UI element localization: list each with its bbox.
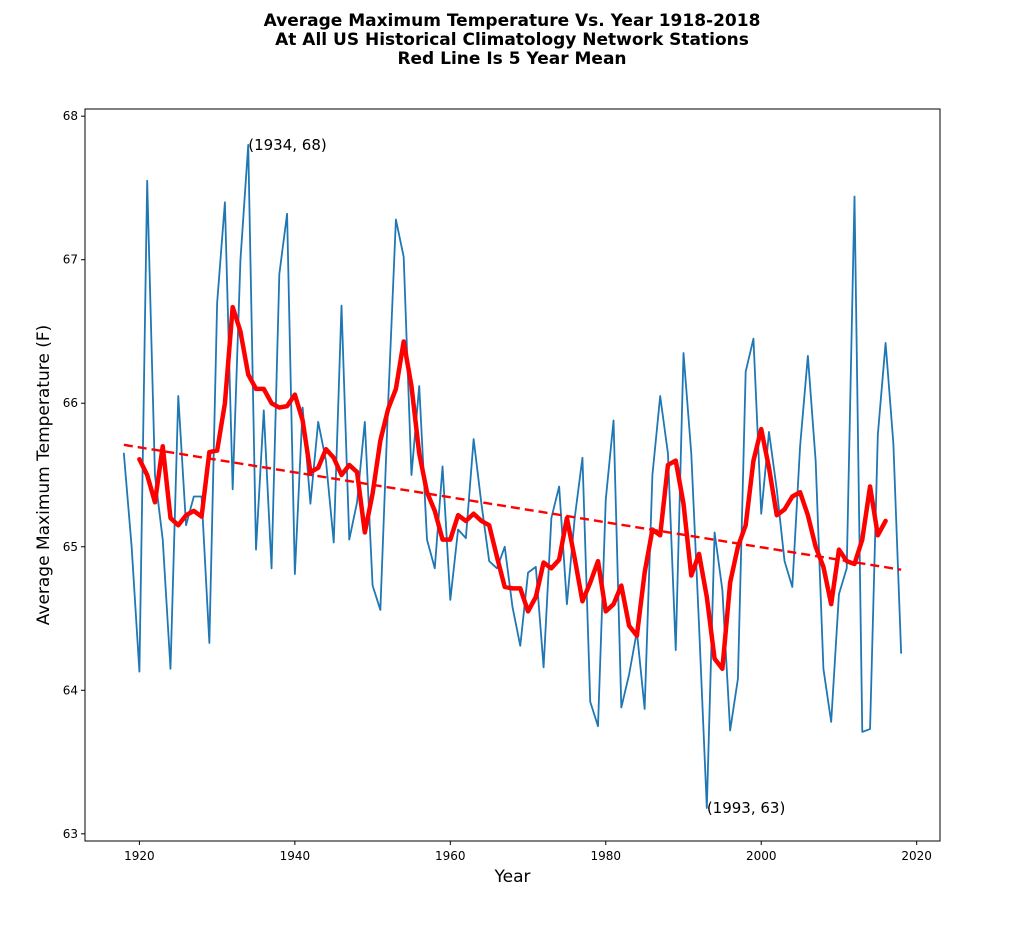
y-tick-label: 66 <box>63 396 78 410</box>
y-axis-label: Average Maximum Temperature (F) <box>34 325 54 626</box>
chart-title-line-2: At All US Historical Climatology Network… <box>275 30 749 50</box>
annotation-1: (1934, 68) <box>248 136 327 154</box>
x-tick-label: 1980 <box>590 849 621 863</box>
x-tick-label: 2000 <box>746 849 777 863</box>
x-tick-label: 1920 <box>124 849 155 863</box>
trend-line <box>123 443 902 571</box>
x-tick-label: 1940 <box>280 849 311 863</box>
y-tick-label: 65 <box>63 540 78 554</box>
chart-title-line-1: Average Maximum Temperature Vs. Year 191… <box>263 11 761 31</box>
y-tick-label: 64 <box>63 683 78 697</box>
yearly-series-line <box>122 143 903 809</box>
chart-title-line-3: Red Line Is 5 Year Mean <box>397 49 627 69</box>
y-tick-label: 63 <box>63 827 78 841</box>
axes: 1920 1940 1960 1980 2000 2020 63 64 65 66 67 68 <box>63 109 932 863</box>
five-year-mean-line <box>137 304 888 672</box>
plot-frame <box>84 108 941 842</box>
plot-marks: (1934, 68) (1993, 63) <box>122 136 903 817</box>
y-tick-label: 68 <box>63 109 78 123</box>
x-tick-label: 1960 <box>435 849 466 863</box>
x-tick-label: 2020 <box>901 849 932 863</box>
y-tick-label: 67 <box>63 253 78 267</box>
x-axis-label: Year <box>494 867 531 887</box>
chart-title: Average Maximum Temperature Vs. Year 191… <box>0 12 1024 69</box>
plot-area <box>85 109 940 841</box>
annotation-2: (1993, 63) <box>707 799 786 817</box>
